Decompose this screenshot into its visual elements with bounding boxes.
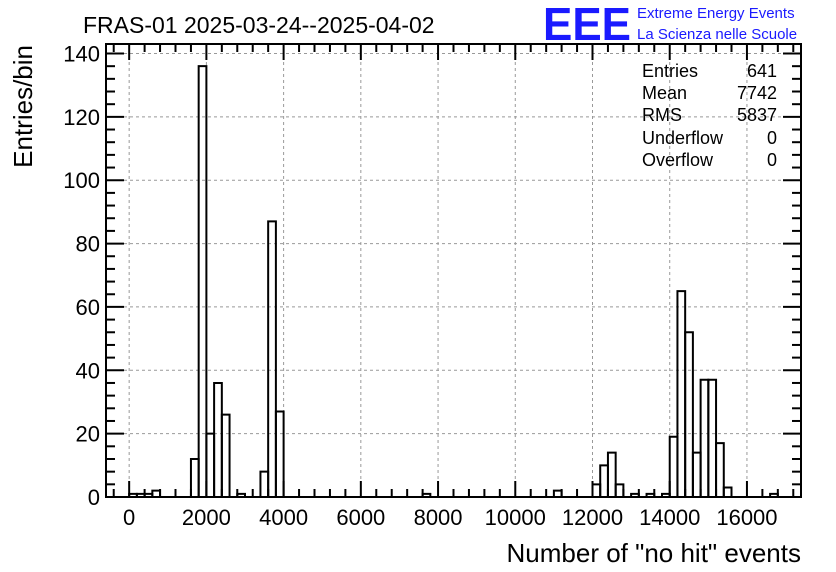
x-tick-label-5: 10000 [485,505,546,530]
x-axis-label: Number of "no hit" events [507,538,802,568]
histogram-bin-16 [599,464,609,497]
stats-rms-value: 5837 [737,105,777,125]
y-tick-labels: 0 20 40 60 80 100 120 140 [63,42,100,510]
histogram-bin-5 [197,65,208,497]
histogram-bin-17 [606,451,617,497]
x-tick-label-8: 16000 [716,505,777,530]
y-tick-label-5: 100 [63,168,100,193]
logo-line1: Extreme Energy Events [637,5,795,22]
histogram-bin-28 [715,442,725,497]
histogram-bin-27 [707,378,718,497]
y-tick-label-1: 20 [76,422,100,447]
histogram-bin-15 [591,483,602,497]
stats-underflow-label: Underflow [642,128,724,148]
histogram-bin-11 [267,220,277,497]
histogram-bin-24 [684,331,694,497]
x-tick-label-6: 12000 [562,505,623,530]
histogram-bin-22 [668,435,679,497]
x-tick-label-4: 8000 [414,505,463,530]
grid-lines [106,44,801,498]
y-tick-label-7: 140 [63,42,100,67]
histogram-bin-4 [189,457,200,497]
histogram-bin-8 [220,413,231,497]
axis-ticks [106,44,801,498]
logo-mark: EEE [543,0,631,50]
y-tick-label-4: 80 [76,232,100,257]
x-tick-label-2: 4000 [259,505,308,530]
y-tick-label-6: 120 [63,105,100,130]
histogram-bin-7 [213,381,223,497]
histogram-bin-6 [205,432,216,497]
y-axis-label: Entries/bin [8,45,38,168]
stats-overflow-label: Overflow [642,150,714,170]
y-tick-label-2: 40 [76,358,100,383]
stats-box: Entries 641 Mean 7742 RMS 5837 Underflow… [642,61,777,170]
stats-rms-label: RMS [642,105,682,125]
stats-entries-value: 641 [747,61,777,81]
stats-overflow-value: 0 [767,150,777,170]
y-tick-label-0: 0 [88,485,100,510]
plot-frame [105,43,802,498]
x-tick-label-3: 6000 [336,505,385,530]
histogram-bars [128,65,779,497]
histogram-bin-25 [691,451,702,497]
stats-mean-label: Mean [642,83,687,103]
x-tick-label-7: 14000 [639,505,700,530]
logo-line2: La Scienza nelle Scuole [637,26,797,43]
histogram-bin-10 [259,470,270,497]
histogram-bin-29 [722,486,733,497]
stats-underflow-value: 0 [767,128,777,148]
histogram-bin-12 [274,410,285,497]
stats-mean-value: 7742 [737,83,777,103]
x-tick-label-0: 0 [123,505,135,530]
y-tick-label-3: 60 [76,295,100,320]
chart-title: FRAS-01 2025-03-24--2025-04-02 [83,12,435,38]
stats-entries-label: Entries [642,61,698,81]
x-tick-label-1: 2000 [182,505,231,530]
eee-logo: EEE Extreme Energy Events La Scienza nel… [543,0,797,50]
histogram-bin-18 [614,483,625,497]
histogram-bin-23 [676,290,687,497]
histogram-bin-26 [699,378,710,497]
x-tick-labels: 0 2000 4000 6000 8000 10000 12000 14000 16000 [123,505,777,530]
